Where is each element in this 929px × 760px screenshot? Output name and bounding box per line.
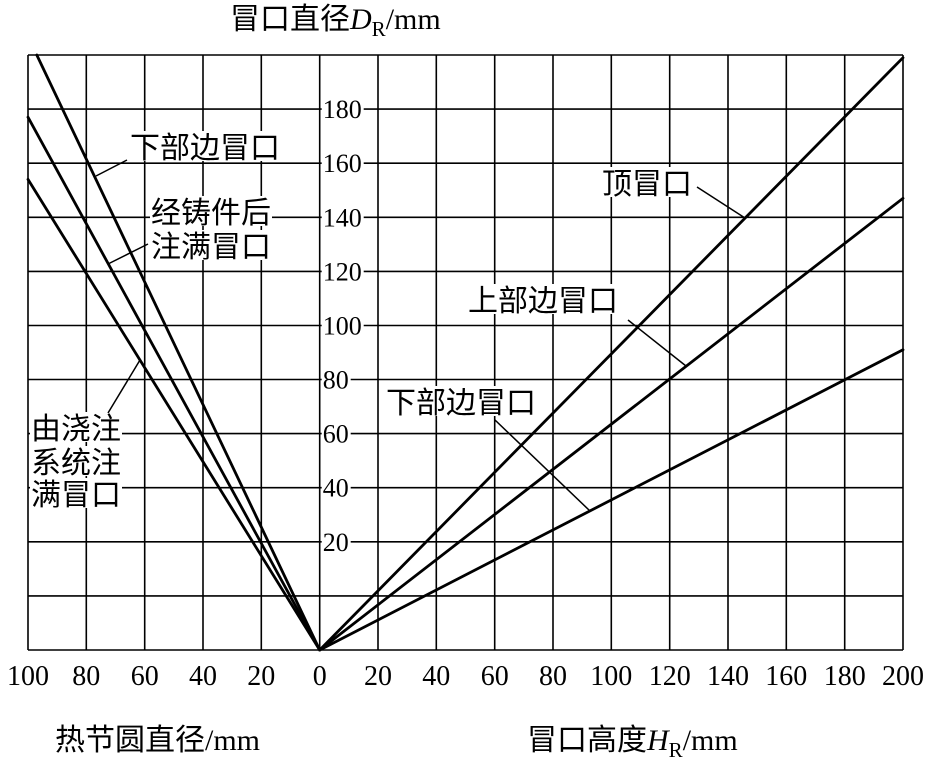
x-tick-label-right: 20 xyxy=(364,661,392,692)
leader-line-upper-side-riser xyxy=(627,319,687,367)
y-axis-title-subscript: R xyxy=(372,17,386,41)
y-tick-label-background xyxy=(321,152,364,175)
y-tick-label: 100 xyxy=(323,312,362,341)
x-tick-label-left: 40 xyxy=(189,661,217,692)
x-tick-label-right: 100 xyxy=(590,661,632,692)
x-tick-label-right: 0 xyxy=(313,661,327,692)
x-axis-right-title: 冒口高度HR/mm xyxy=(527,724,738,760)
leader-line-left-lower-side-riser xyxy=(95,159,128,177)
x-tick-label-right: 160 xyxy=(765,661,807,692)
x-tick-label-right: 140 xyxy=(707,661,749,692)
series-annotations: 下部边冒口 经铸件后 注满冒口 由浇注 系统注 满冒口 顶冒口 上部边冒口 下部… xyxy=(30,131,693,512)
annotation-background xyxy=(150,230,272,260)
x-tick-label-left: 20 xyxy=(247,661,275,692)
annotation-casting-filled-riser-line-1: 经铸件后 xyxy=(151,197,271,230)
y-tick-label-background xyxy=(321,530,351,553)
x-axis-right-title-unit: /mm xyxy=(683,724,738,757)
y-axis-title-symbol: D xyxy=(349,3,372,36)
x-tick-label-right: 60 xyxy=(481,661,509,692)
y-tick-label: 120 xyxy=(323,257,362,286)
y-tick-label: 80 xyxy=(323,366,349,395)
y-axis-title-text: 冒口直径 xyxy=(230,3,350,36)
annotation-background xyxy=(601,167,693,197)
annotation-background xyxy=(467,284,619,314)
annotation-gating-filled-riser-line-3: 满冒口 xyxy=(31,479,121,512)
annotation-background xyxy=(129,131,281,161)
series-line-2 xyxy=(26,178,322,652)
series-line-3 xyxy=(318,56,905,652)
annotation-background xyxy=(385,386,537,416)
x-axis-right-title-symbol: H xyxy=(646,724,671,757)
x-axis-right-title-subscript: R xyxy=(669,738,683,760)
x-tick-label-right: 40 xyxy=(422,661,450,692)
y-tick-labels: 20 40 60 80 100 120 140 160 180 xyxy=(321,95,364,557)
y-tick-label: 180 xyxy=(323,95,362,124)
x-axis-right-title-text: 冒口高度 xyxy=(527,724,647,757)
x-tick-label-left: 100 xyxy=(7,661,49,692)
series-line-5 xyxy=(318,348,905,652)
y-axis-title-unit: /mm xyxy=(386,3,441,36)
y-tick-label-background xyxy=(321,422,351,445)
annotation-top-riser: 顶冒口 xyxy=(602,168,692,201)
leader-line-top-riser xyxy=(696,186,746,219)
annotation-gating-filled-riser-line-2: 系统注 xyxy=(31,447,121,480)
y-tick-label: 20 xyxy=(323,528,349,557)
x-tick-labels: 100 80 60 40 20 0 20 40 60 80 100 120 140 160 180 200 xyxy=(7,661,924,692)
annotation-casting-filled-riser-line-2: 注满冒口 xyxy=(151,231,271,264)
x-tick-label-right: 180 xyxy=(824,661,866,692)
annotation-background xyxy=(30,446,122,476)
x-axis-left-title: 热节圆直径/mm xyxy=(55,724,260,757)
leader-lines xyxy=(95,159,746,512)
annotation-gating-filled-riser-line-1: 由浇注 xyxy=(31,413,121,446)
y-tick-label: 40 xyxy=(323,474,349,503)
y-tick-label-background xyxy=(321,260,364,283)
annotation-background xyxy=(150,196,272,226)
annotation-background xyxy=(30,412,122,442)
x-tick-label-left: 80 xyxy=(72,661,100,692)
x-tick-label-left: 60 xyxy=(131,661,159,692)
y-tick-label-background xyxy=(321,476,351,499)
leader-line-casting-filled-riser xyxy=(107,243,149,265)
annotation-right-lower-side-riser: 下部边冒口 xyxy=(386,387,536,420)
annotation-background xyxy=(30,478,122,508)
y-tick-label-background xyxy=(321,314,364,337)
y-axis-title: 冒口直径DR/mm xyxy=(230,3,441,41)
y-tick-label-background xyxy=(321,98,364,121)
y-tick-label-background xyxy=(321,206,364,229)
series-line-1 xyxy=(26,115,322,652)
x-tick-label-right: 80 xyxy=(539,661,567,692)
leader-line-right-lower-side-riser xyxy=(494,419,591,512)
y-tick-label-background xyxy=(321,368,351,391)
annotation-left-lower-side-riser: 下部边冒口 xyxy=(130,132,280,165)
annotation-upper-side-riser: 上部边冒口 xyxy=(468,285,618,318)
y-tick-label: 160 xyxy=(323,149,362,178)
series-line-4 xyxy=(318,196,905,652)
x-tick-label-right: 120 xyxy=(649,661,691,692)
y-tick-label: 60 xyxy=(323,420,349,449)
series-lines xyxy=(26,53,905,652)
y-tick-label: 140 xyxy=(323,203,362,232)
x-tick-label-right: 200 xyxy=(882,661,924,692)
leader-line-gating-filled-riser xyxy=(107,359,141,414)
series-line-0 xyxy=(35,53,322,652)
